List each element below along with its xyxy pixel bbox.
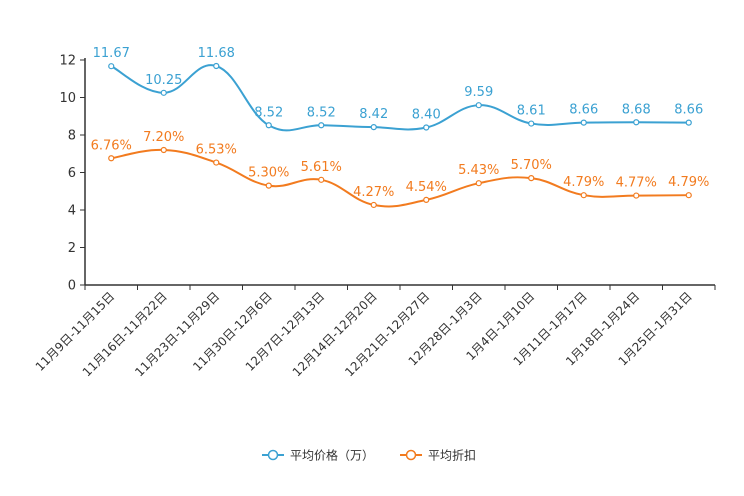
data-point: [580, 119, 587, 126]
y-tick-label: 8: [68, 129, 76, 144]
legend-label: 平均折扣: [428, 448, 476, 463]
data-label: 6.53%: [196, 143, 237, 158]
x-axis: 11月9日-11月15日11月16日-11月22日11月23日-11月29日11…: [33, 284, 716, 379]
legend-item-average-discount[interactable]: 平均折扣: [400, 448, 476, 463]
y-tick-label: 6: [68, 166, 76, 181]
y-tick-label: 2: [68, 241, 76, 256]
data-point: [528, 120, 535, 127]
data-point: [265, 182, 272, 189]
y-tick-label: 12: [59, 54, 76, 69]
y-tick-label: 0: [68, 279, 76, 294]
data-label: 8.40: [412, 108, 441, 123]
data-point: [528, 175, 535, 182]
data-point: [370, 124, 377, 131]
data-point: [108, 63, 115, 70]
data-label: 6.76%: [91, 138, 132, 153]
data-point: [265, 122, 272, 129]
legend-marker-icon: [405, 449, 417, 461]
data-label: 4.77%: [616, 176, 657, 191]
data-point: [685, 119, 692, 126]
y-tick-label: 4: [68, 204, 76, 219]
data-label: 5.30%: [248, 166, 289, 181]
data-label: 5.61%: [301, 160, 342, 175]
legend[interactable]: 平均价格（万） 平均折扣: [262, 448, 476, 463]
data-point: [633, 192, 640, 199]
data-label: 4.79%: [563, 175, 604, 190]
data-label: 11.67: [93, 46, 130, 61]
series-average-discount: 6.76% 7.20% 6.53% 5.30% 5.61% 4.27% 4.54% 5.43%…: [91, 130, 709, 209]
legend-marker-icon: [267, 449, 279, 461]
y-axis: 0 2 4 6 8 10 12: [59, 54, 86, 294]
data-point: [580, 192, 587, 199]
data-point: [423, 124, 430, 131]
data-point: [213, 159, 220, 166]
data-label: 8.68: [622, 102, 651, 117]
data-label: 8.42: [359, 107, 388, 122]
series-line: [111, 148, 689, 208]
data-label: 4.79%: [668, 175, 709, 190]
data-point: [213, 62, 220, 70]
data-label: 9.59: [464, 85, 493, 100]
data-point: [108, 155, 115, 162]
data-point: [475, 180, 482, 187]
data-point: [160, 89, 167, 96]
data-label: 8.66: [674, 103, 703, 118]
series-layer: 11.67 10.25 11.68 8.52 8.52 8.42 8.40 9.59 8.61 8…: [91, 46, 709, 209]
data-point: [633, 119, 640, 126]
legend-item-average-price[interactable]: 平均价格（万）: [262, 448, 374, 463]
data-label: 4.54%: [406, 180, 447, 195]
data-label: 10.25: [145, 73, 182, 88]
data-label: 7.20%: [143, 130, 184, 145]
data-point: [370, 201, 377, 209]
data-label: 4.27%: [353, 185, 394, 200]
data-label: 8.66: [569, 103, 598, 118]
data-point: [318, 122, 325, 129]
data-label: 11.68: [198, 46, 235, 61]
data-label: 8.61: [517, 104, 546, 119]
data-point: [423, 196, 430, 203]
data-label: 5.70%: [511, 158, 552, 173]
data-point: [160, 146, 167, 154]
legend-label: 平均价格（万）: [290, 448, 374, 463]
data-point: [318, 176, 325, 183]
data-label: 8.52: [254, 105, 283, 120]
data-point: [475, 102, 482, 109]
series-line: [110, 64, 689, 132]
y-tick-label: 10: [59, 91, 76, 106]
data-label: 5.43%: [458, 163, 499, 178]
data-label: 8.52: [307, 105, 336, 120]
data-point: [685, 192, 692, 199]
series-average-price: 11.67 10.25 11.68 8.52 8.52 8.42 8.40 9.59 8.61 8…: [93, 46, 703, 132]
